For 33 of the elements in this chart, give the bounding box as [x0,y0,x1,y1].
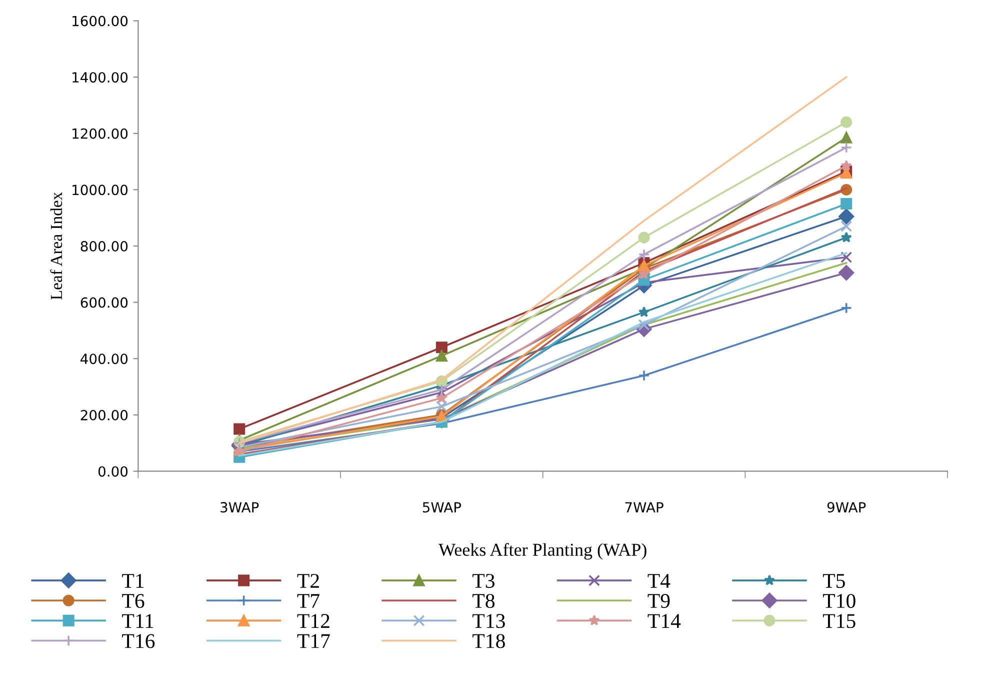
legend-label: T11 [122,614,154,628]
legend-label: T10 [822,594,856,608]
x-tick-label: 5WAP [422,502,462,513]
x-axis-title: Weeks After Planting (WAP) [438,543,646,560]
y-tick-label: 400.00 [80,354,128,364]
legend-label: T4 [648,574,670,588]
y-tick-label: 1400.00 [72,72,128,83]
y-tick-label: 1600.00 [72,16,128,26]
legend-label: T8 [472,594,495,608]
y-tick-label: 200.00 [80,410,128,420]
legend-label: T13 [472,614,505,628]
legend-label: T6 [122,594,144,608]
y-tick-label: 800.00 [80,240,128,252]
x-tick-label: 7WAP [625,502,664,512]
legend-label: T15 [822,614,856,628]
y-tick-label: 600.00 [80,297,128,308]
legend-label: T1 [122,574,144,588]
x-tick-label: 9WAP [827,502,866,513]
y-axis-title: Leaf Area Index [50,192,62,300]
x-tick-label: 3WAP [220,502,259,513]
legend-label: T9 [648,594,670,608]
y-tick-label: 1000.00 [72,184,128,196]
legend-label: T2 [297,574,319,588]
legend-label: T14 [648,614,681,628]
legend-label: T17 [297,634,330,648]
legend-label: T18 [472,634,505,648]
y-tick-label: 0.00 [98,466,128,477]
legend-label: T7 [297,594,320,608]
legend-label: T3 [472,574,494,588]
y-tick-label: 1200.00 [72,128,128,139]
legend-label: T12 [297,614,330,628]
legend-label: T5 [822,574,845,588]
legend-label: T16 [122,634,155,648]
